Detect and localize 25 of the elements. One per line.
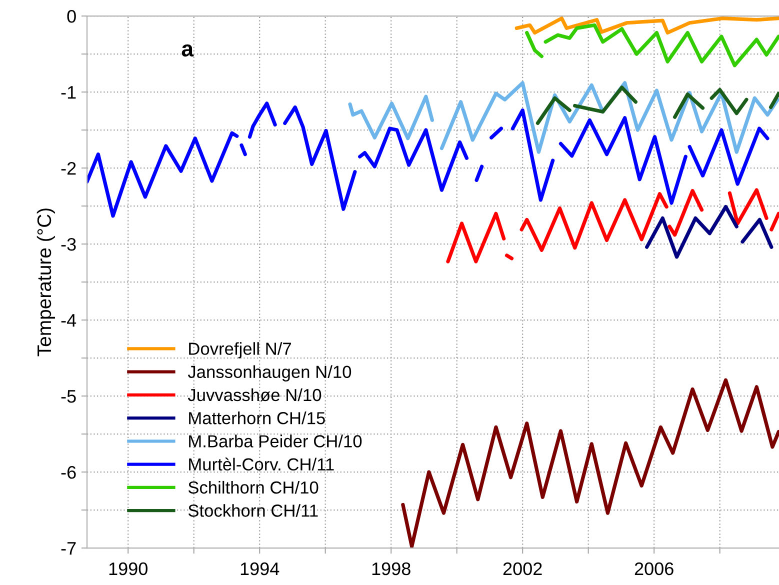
legend-label: Janssonhaugen N/10 bbox=[188, 365, 352, 382]
annotation: a bbox=[182, 44, 194, 57]
y-tick-label: -4 bbox=[61, 314, 76, 327]
y-axis-title: Temperature (°C) bbox=[36, 208, 55, 356]
y-tick-label: -6 bbox=[61, 466, 76, 479]
y-tick-label: -7 bbox=[61, 542, 76, 555]
legend-label: Matterhorn CH/15 bbox=[189, 412, 325, 424]
legend-label: M.Barba Peider CH/10 bbox=[189, 434, 362, 448]
legend-label: Stockhorn CH/11 bbox=[188, 504, 318, 517]
line-series bbox=[401, 378, 779, 548]
y-tick-label: -2 bbox=[61, 162, 76, 175]
y-tick-label: -3 bbox=[61, 238, 76, 251]
x-tick-label: 1994 bbox=[240, 562, 280, 576]
y-tick-label: 0 bbox=[67, 10, 76, 23]
x-tick-label: 1990 bbox=[109, 562, 148, 576]
y-tick-label: -5 bbox=[61, 390, 76, 403]
legend-label: Dovrefjell N/7 bbox=[189, 342, 291, 358]
y-tick-label: -1 bbox=[61, 86, 76, 99]
x-tick-label: 2002 bbox=[503, 562, 542, 576]
x-tick-label: 2006 bbox=[634, 562, 674, 576]
legend-label: Juvvasshøe N/10 bbox=[188, 388, 322, 402]
x-tick-label: 1998 bbox=[372, 562, 410, 576]
line-series bbox=[514, 16, 779, 35]
legend-label: Schilthorn CH/10 bbox=[188, 480, 318, 494]
legend-label: Murtèl-Corv. CH/11 bbox=[189, 458, 334, 471]
